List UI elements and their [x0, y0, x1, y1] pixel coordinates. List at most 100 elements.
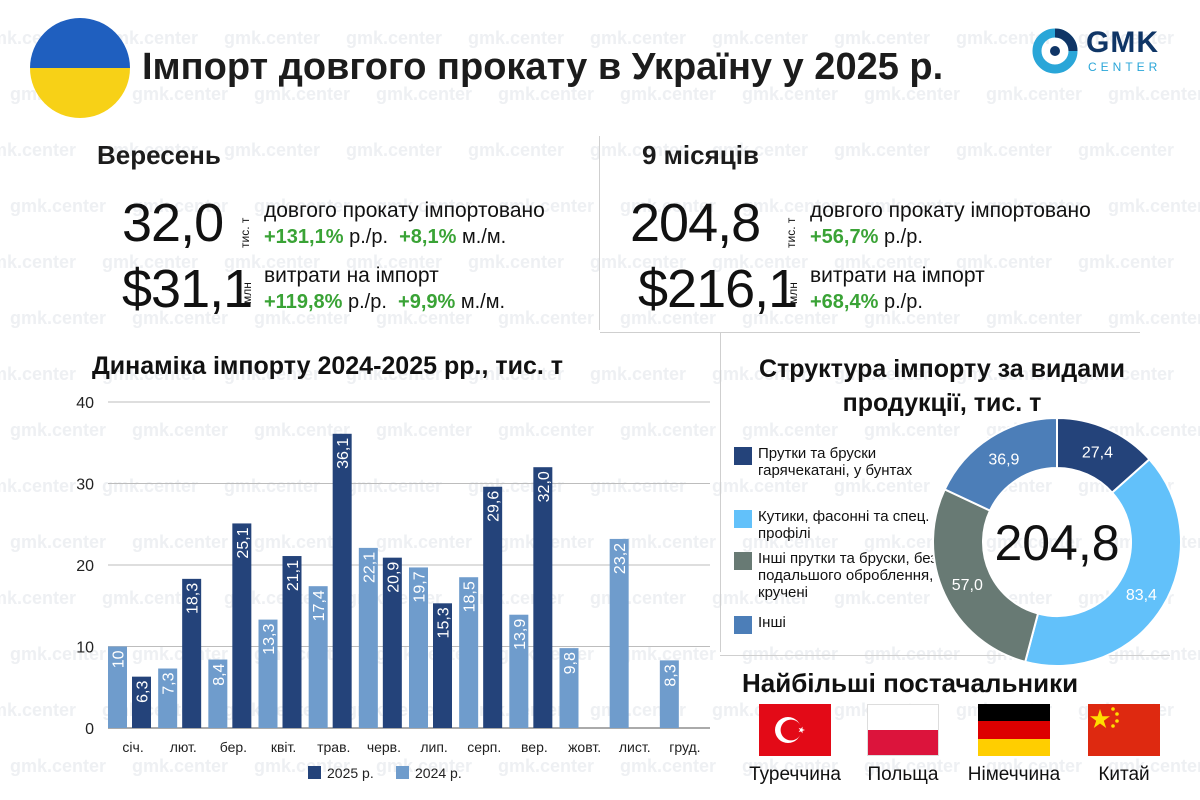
legend-swatch — [734, 616, 752, 634]
x-tick-label: січ. — [122, 739, 143, 755]
watermark-text: gmk.center — [1108, 308, 1200, 328]
watermark-text: gmk.center — [498, 756, 595, 776]
yoy-label: р./р. — [883, 226, 923, 248]
legend-label: Кутики, фасонні та спец. профілі — [758, 508, 930, 542]
y-tick-label: 30 — [76, 477, 94, 494]
watermark-text: gmk.center — [712, 364, 809, 384]
nine-months-volume-yoy: +56,7% — [810, 226, 879, 248]
x-tick-label: лип. — [420, 739, 447, 755]
watermark-text: gmk.center — [10, 532, 107, 552]
watermark-text: gmk.center — [132, 532, 229, 552]
september-cost-yoy: +119,8% — [264, 291, 343, 313]
watermark-text: gmk.center — [254, 420, 351, 440]
watermark-text: gmk.center — [254, 756, 351, 776]
september-cost: $31,1 — [122, 259, 253, 319]
watermark-text: gmk.center — [1108, 644, 1200, 664]
watermark-text: gmk.center — [102, 364, 199, 384]
mom-label: м./м. — [461, 226, 507, 248]
germany-flag-icon — [978, 704, 1050, 756]
september-volume-mom: +8,1% — [399, 226, 457, 248]
watermark-text: gmk.center — [590, 28, 687, 48]
watermark-text: gmk.center — [376, 308, 473, 328]
supplier-poland: Польща — [853, 704, 953, 786]
bar-chart-title: Динаміка імпорту 2024-2025 рр., тис. т — [92, 352, 563, 380]
yoy-label: р./р. — [883, 291, 923, 313]
watermark-text: gmk.center — [620, 84, 717, 104]
watermark-text: gmk.center — [956, 140, 1053, 160]
donut-chart: 27,4 83,4 57,0 36,9 204,8 — [932, 416, 1182, 667]
watermark-text: gmk.center — [132, 644, 229, 664]
watermark-text: gmk.center — [346, 28, 443, 48]
watermark-text: gmk.center — [986, 84, 1083, 104]
watermark-text: gmk.center — [102, 476, 199, 496]
bar-data-label: 18,3 — [185, 583, 202, 614]
bar-2024 — [108, 646, 127, 728]
x-tick-label: лют. — [170, 739, 197, 755]
watermark-text: gmk.center — [10, 196, 107, 216]
watermark-text: gmk.center — [1108, 420, 1200, 440]
gmk-logo: GMK CENTER — [1030, 26, 1175, 76]
x-tick-label: бер. — [220, 739, 247, 755]
bar-data-label: 13,3 — [261, 624, 278, 655]
nine-months-volume-desc: довгого прокату імпортовано — [810, 199, 1091, 222]
logo-subtext: CENTER — [1088, 60, 1162, 74]
nine-months-cost: $216,1 — [638, 259, 798, 319]
watermark-text: gmk.center — [956, 28, 1053, 48]
september-volume-desc: довгого прокату імпортовано — [264, 199, 545, 222]
watermark-text: gmk.center — [864, 420, 961, 440]
donut-slice-label: 57,0 — [952, 577, 983, 594]
watermark-text: gmk.center — [834, 252, 931, 272]
september-cost-change: +119,8% р./р. +9,9% м./м. — [264, 291, 505, 314]
x-tick-label: вер. — [521, 739, 548, 755]
bar-2024 — [509, 614, 529, 728]
september-cost-desc: витрати на імпорт — [264, 264, 439, 287]
watermark-text: gmk.center — [102, 28, 199, 48]
legend-swatch — [308, 766, 321, 779]
watermark-text: gmk.center — [620, 644, 717, 664]
bar-data-label: 10 — [111, 650, 128, 668]
y-tick-label: 40 — [76, 395, 94, 412]
watermark-text: gmk.center — [0, 252, 77, 272]
watermark-text: gmk.center — [834, 140, 931, 160]
september-volume-unit: тис. т — [238, 217, 252, 248]
watermark-text: gmk.center — [224, 140, 321, 160]
watermark-text: gmk.center — [742, 84, 839, 104]
watermark-text: gmk.center — [864, 196, 961, 216]
x-tick-label: жовт. — [568, 739, 601, 755]
bar-2025 — [433, 603, 452, 728]
poland-flag-icon — [867, 704, 939, 756]
watermark-text: gmk.center — [590, 476, 687, 496]
watermark-text: gmk.center — [254, 196, 351, 216]
watermark-text: gmk.center — [254, 532, 351, 552]
watermark-text: gmk.center — [1108, 196, 1200, 216]
watermark-text: gmk.center — [864, 84, 961, 104]
nine-months-cost-unit: млн — [786, 282, 800, 304]
bar-data-label: 13,9 — [512, 619, 529, 650]
watermark-text: gmk.center — [132, 420, 229, 440]
pie-chart-title: Структура імпорту за видами продукції, т… — [758, 355, 1125, 417]
bar-data-label: 17,4 — [311, 590, 328, 621]
nine-months-volume-unit: тис. т — [784, 217, 798, 248]
watermark-text: gmk.center — [620, 308, 717, 328]
watermark-text: gmk.center — [102, 588, 199, 608]
watermark-text: gmk.center — [468, 364, 565, 384]
watermark-text: gmk.center — [620, 420, 717, 440]
divider — [720, 655, 1170, 656]
september-heading: Вересень — [97, 140, 221, 170]
nine-months-cost-desc: витрати на імпорт — [810, 264, 985, 287]
watermark-text: gmk.center — [376, 196, 473, 216]
watermark-text: gmk.center — [346, 252, 443, 272]
watermark-text: gmk.center — [10, 308, 107, 328]
watermark-text: gmk.center — [0, 588, 77, 608]
logo-text: GMK — [1086, 26, 1159, 59]
watermark-text: gmk.center — [132, 308, 229, 328]
watermark-text: gmk.center — [468, 28, 565, 48]
watermark-text: gmk.center — [742, 756, 839, 776]
legend-swatch — [734, 510, 752, 528]
september-volume: 32,0 — [122, 193, 224, 253]
supplier-china: Китай — [1074, 704, 1174, 786]
bar-data-label: 15,3 — [436, 607, 453, 638]
watermark-text: gmk.center — [132, 196, 229, 216]
watermark-text: gmk.center — [1078, 364, 1175, 384]
bar-2024 — [459, 577, 479, 728]
